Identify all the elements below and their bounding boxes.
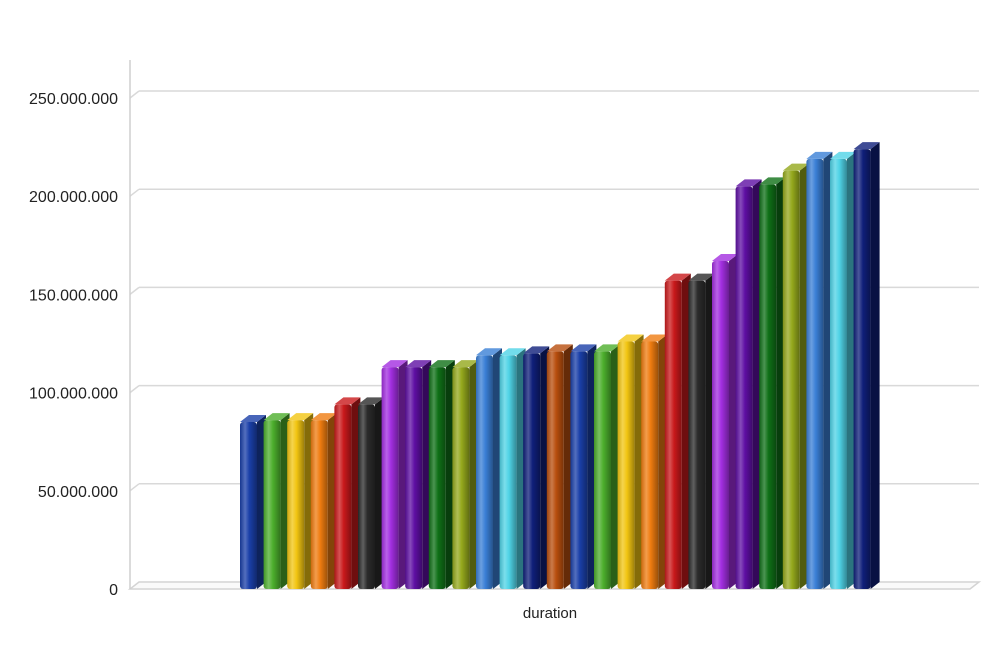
bar (782, 163, 809, 589)
y-tick-label: 200.000.000 (29, 189, 118, 206)
bar-top (358, 397, 384, 405)
bar-top (830, 151, 856, 159)
bar-top (405, 360, 432, 368)
bar-top (499, 348, 526, 356)
bar (759, 177, 786, 589)
bar-front (759, 184, 777, 589)
bar-front (358, 404, 375, 589)
bar-front (263, 420, 281, 589)
bar-top (806, 151, 833, 159)
bar-top (782, 163, 809, 171)
bar-front (570, 351, 588, 589)
bar-top (287, 413, 314, 421)
bar-top (428, 360, 455, 368)
bar (263, 413, 290, 589)
bar-top (617, 334, 644, 342)
bar-top (240, 415, 266, 423)
bar (452, 360, 479, 589)
bar-top (853, 142, 880, 150)
bar-front (688, 280, 706, 589)
bar (499, 348, 526, 589)
y-tick-label: 100.000.000 (29, 386, 118, 403)
x-axis-category-labels: duration (523, 605, 577, 622)
bar-top (263, 413, 290, 421)
bar (712, 254, 738, 589)
bar-front (499, 355, 517, 589)
bar-top (712, 254, 738, 262)
bar-side (870, 142, 880, 589)
bar (641, 334, 668, 589)
bar (381, 360, 408, 589)
y-axis-tick-labels: 0 50.000.000 100.000.000 150.000.000 200.000… (29, 91, 118, 599)
gridline-depth (129, 483, 140, 492)
bar (240, 415, 266, 589)
bar-top (594, 344, 620, 352)
gridline-depth (129, 385, 140, 394)
bar-top (523, 346, 550, 354)
bar-front (428, 367, 446, 589)
bar (570, 344, 597, 589)
bar-front (853, 149, 871, 589)
bar (853, 142, 880, 589)
bar-top (476, 348, 502, 356)
bar-front (310, 420, 328, 589)
bar (546, 344, 573, 589)
bar-front (830, 158, 847, 589)
bar-front (617, 341, 635, 589)
bar-front (405, 367, 423, 589)
y-tick-label: 0 (109, 582, 118, 599)
bar (830, 151, 856, 589)
y-tick-label: 250.000.000 (29, 91, 118, 108)
bar (334, 397, 361, 589)
bar (523, 346, 550, 589)
bar-front (712, 261, 729, 589)
bar-front (476, 355, 493, 589)
bar-top (735, 179, 762, 187)
bar-front (381, 367, 399, 589)
bar-front (546, 351, 564, 589)
bars (240, 142, 880, 589)
bar (310, 413, 337, 589)
bar-top (381, 360, 408, 368)
bar-top (688, 273, 715, 281)
y-tick-label: 150.000.000 (29, 287, 118, 304)
bar-top (641, 334, 668, 342)
bar (688, 273, 715, 589)
bar (476, 348, 502, 589)
gridline-depth (129, 286, 140, 295)
bar-top (570, 344, 597, 352)
bar (617, 334, 644, 589)
bar-top (452, 360, 479, 368)
gridline-depth (129, 188, 140, 197)
y-tick-label: 50.000.000 (38, 484, 118, 501)
bar-front (240, 422, 257, 589)
bar (287, 413, 314, 589)
bar-front (452, 367, 470, 589)
bar-top (310, 413, 337, 421)
bar (594, 344, 620, 589)
bar-top (759, 177, 786, 185)
bar-front (523, 353, 541, 589)
bar (358, 397, 384, 589)
bar (735, 179, 762, 589)
bar (806, 151, 833, 589)
bar-front (664, 280, 682, 589)
bar-front (334, 404, 352, 589)
bar-front (735, 186, 753, 589)
bar (664, 273, 691, 589)
bar-front (594, 351, 611, 589)
bar-front (782, 170, 800, 589)
bar-top (664, 273, 691, 281)
bar-front (806, 158, 824, 589)
bar (428, 360, 455, 589)
gridline-depth (129, 90, 140, 99)
bar-front (641, 341, 659, 589)
bar (405, 360, 432, 589)
bar-top (546, 344, 573, 352)
bar-front (287, 420, 305, 589)
x-category-label: duration (523, 605, 577, 622)
bar-top (334, 397, 361, 405)
